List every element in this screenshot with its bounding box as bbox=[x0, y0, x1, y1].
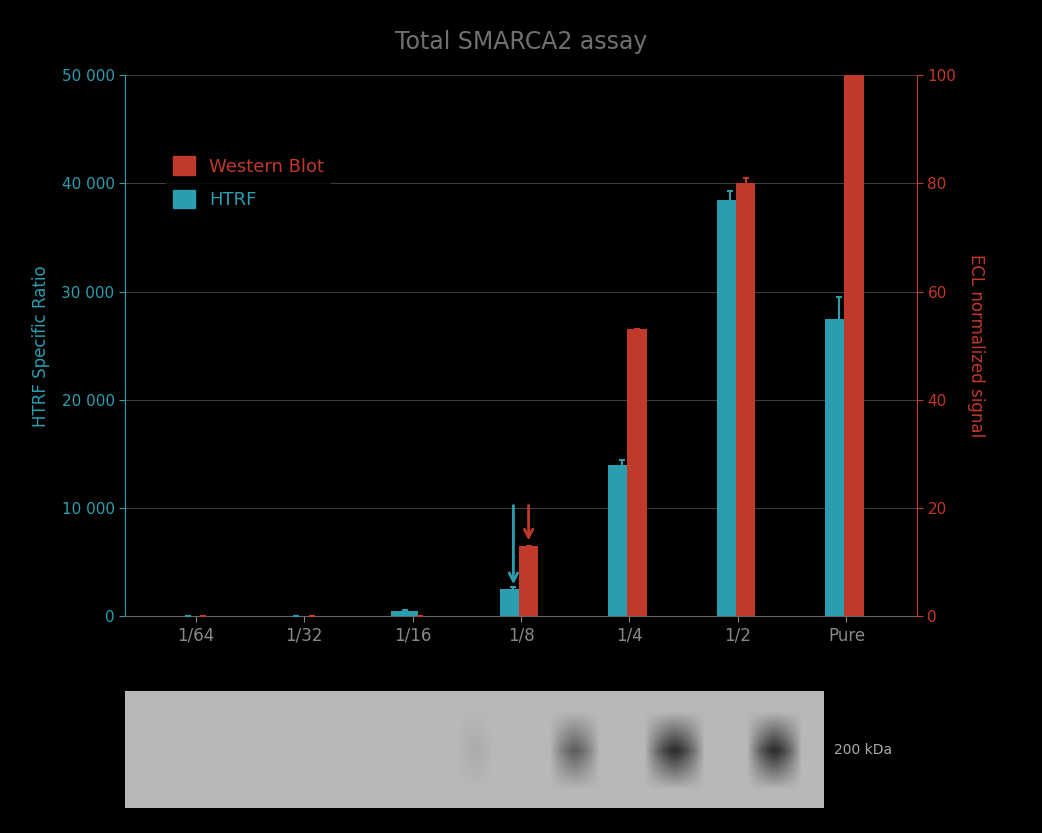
Bar bbox=[825, 318, 852, 616]
Bar bbox=[392, 611, 419, 616]
Bar bbox=[519, 546, 539, 616]
Bar bbox=[627, 330, 647, 616]
Bar bbox=[717, 200, 744, 616]
Legend: Western Blot, HTRF: Western Blot, HTRF bbox=[166, 149, 331, 217]
Bar bbox=[609, 465, 636, 616]
Y-axis label: ECL normalized signal: ECL normalized signal bbox=[967, 254, 986, 437]
Text: Total SMARCA2 assay: Total SMARCA2 assay bbox=[395, 30, 647, 53]
Bar bbox=[844, 75, 864, 616]
Text: 200 kDa: 200 kDa bbox=[834, 743, 892, 756]
Bar bbox=[500, 590, 527, 616]
Y-axis label: HTRF Specific Ratio: HTRF Specific Ratio bbox=[32, 265, 50, 426]
Bar bbox=[736, 183, 755, 616]
